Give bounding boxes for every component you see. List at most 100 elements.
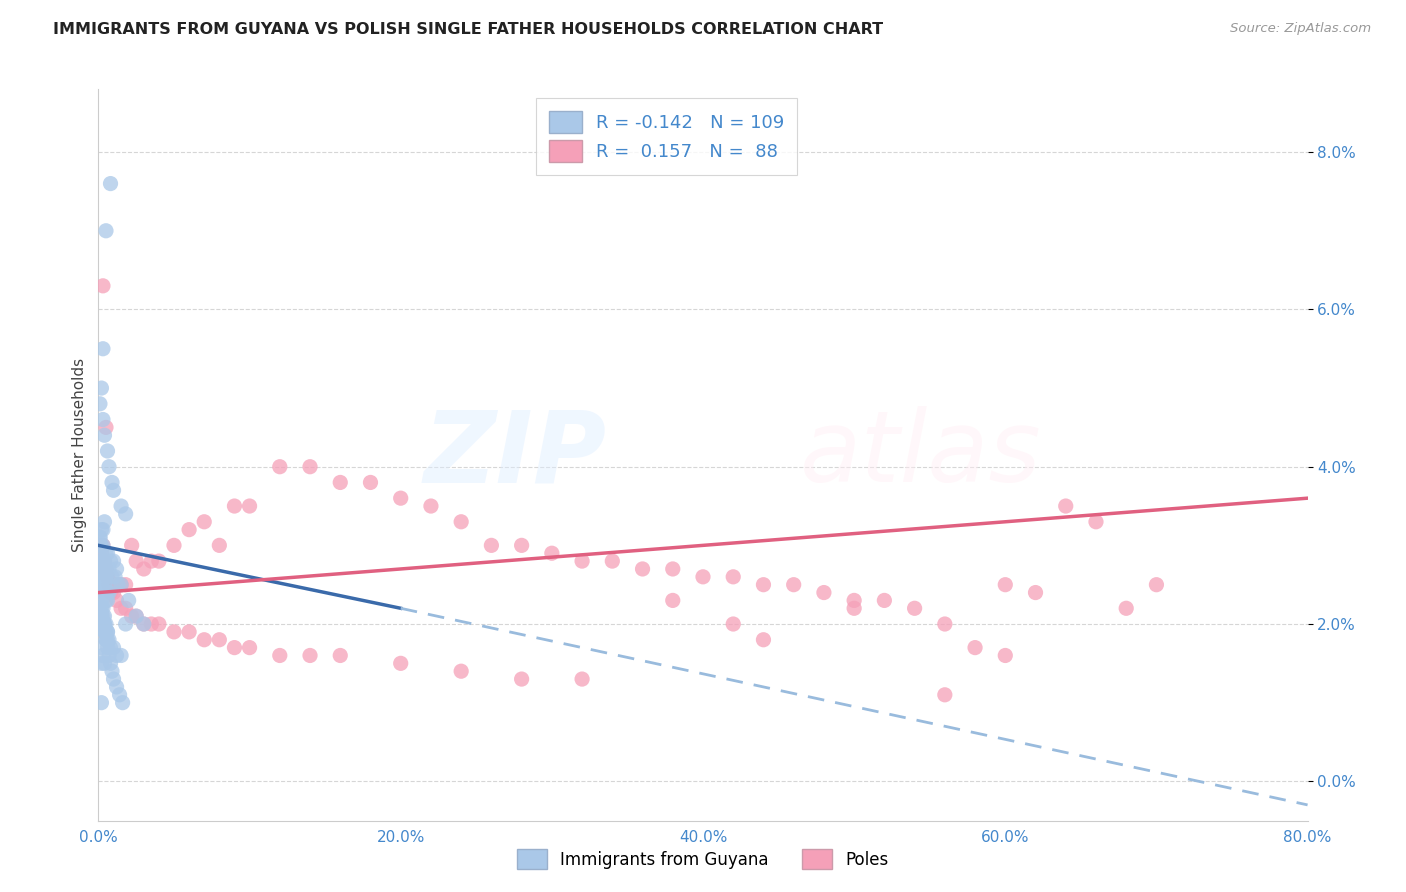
Point — [101, 664, 124, 678]
Point — [90, 546, 112, 560]
Point — [90, 570, 112, 584]
Point — [91, 538, 114, 552]
Point — [193, 632, 215, 647]
Point — [94, 617, 117, 632]
Point — [94, 593, 117, 607]
Point — [125, 609, 148, 624]
Point — [103, 577, 125, 591]
Point — [269, 648, 291, 663]
Point — [90, 657, 112, 671]
Point — [752, 632, 775, 647]
Point — [100, 585, 122, 599]
Text: IMMIGRANTS FROM GUYANA VS POLISH SINGLE FATHER HOUSEHOLDS CORRELATION CHART: IMMIGRANTS FROM GUYANA VS POLISH SINGLE … — [53, 22, 883, 37]
Point — [90, 601, 112, 615]
Point — [100, 177, 122, 191]
Point — [1024, 585, 1046, 599]
Point — [93, 617, 115, 632]
Legend: Immigrants from Guyana, Poles: Immigrants from Guyana, Poles — [508, 838, 898, 880]
Point — [96, 444, 118, 458]
Point — [89, 538, 111, 552]
Y-axis label: Single Father Households: Single Father Households — [72, 358, 87, 552]
Point — [103, 672, 125, 686]
Point — [104, 570, 127, 584]
Point — [752, 577, 775, 591]
Point — [224, 499, 246, 513]
Point — [93, 562, 115, 576]
Point — [299, 648, 322, 663]
Point — [132, 562, 155, 576]
Point — [90, 554, 112, 568]
Point — [934, 617, 956, 632]
Point — [89, 609, 111, 624]
Point — [125, 554, 148, 568]
Point — [96, 570, 118, 584]
Point — [91, 554, 114, 568]
Point — [389, 491, 412, 505]
Point — [389, 657, 412, 671]
Point — [100, 657, 122, 671]
Point — [93, 657, 115, 671]
Point — [110, 577, 132, 591]
Point — [94, 624, 117, 639]
Point — [510, 672, 533, 686]
Point — [813, 585, 835, 599]
Point — [96, 624, 118, 639]
Point — [90, 609, 112, 624]
Point — [132, 617, 155, 632]
Point — [994, 577, 1017, 591]
Point — [208, 632, 231, 647]
Point — [110, 499, 132, 513]
Point — [193, 515, 215, 529]
Point — [844, 593, 866, 607]
Point — [93, 562, 115, 576]
Point — [132, 617, 155, 632]
Point — [110, 648, 132, 663]
Point — [90, 523, 112, 537]
Point — [98, 632, 121, 647]
Point — [94, 562, 117, 576]
Point — [90, 696, 112, 710]
Point — [93, 624, 115, 639]
Point — [110, 601, 132, 615]
Point — [94, 585, 117, 599]
Point — [105, 562, 128, 576]
Point — [94, 562, 117, 576]
Point — [602, 554, 624, 568]
Point — [98, 577, 121, 591]
Point — [93, 617, 115, 632]
Point — [125, 609, 148, 624]
Point — [96, 640, 118, 655]
Point — [965, 640, 987, 655]
Point — [904, 601, 927, 615]
Point — [631, 562, 654, 576]
Point — [114, 617, 136, 632]
Point — [329, 475, 352, 490]
Point — [90, 577, 112, 591]
Point — [1085, 515, 1108, 529]
Point — [93, 577, 115, 591]
Point — [100, 640, 122, 655]
Point — [89, 601, 111, 615]
Point — [96, 570, 118, 584]
Point — [93, 554, 115, 568]
Point — [90, 381, 112, 395]
Point — [96, 624, 118, 639]
Point — [934, 688, 956, 702]
Point — [540, 546, 562, 560]
Point — [224, 640, 246, 655]
Point — [93, 624, 115, 639]
Point — [105, 593, 128, 607]
Point — [141, 617, 163, 632]
Point — [1115, 601, 1137, 615]
Point — [481, 538, 503, 552]
Point — [114, 577, 136, 591]
Point — [450, 664, 472, 678]
Point — [239, 499, 262, 513]
Point — [103, 483, 125, 498]
Point — [91, 617, 114, 632]
Point — [90, 593, 112, 607]
Point — [96, 585, 118, 599]
Point — [91, 562, 114, 576]
Point — [844, 601, 866, 615]
Point — [1144, 577, 1167, 591]
